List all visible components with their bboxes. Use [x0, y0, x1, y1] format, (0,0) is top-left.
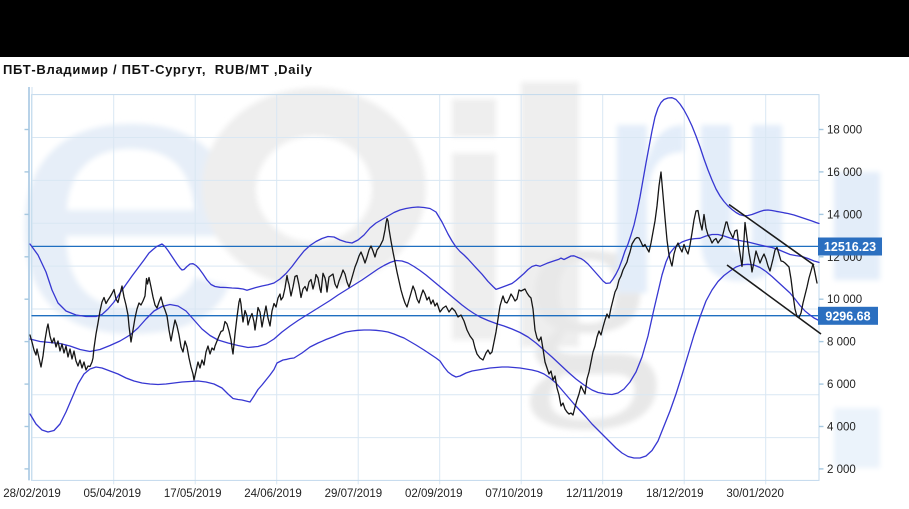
svg-text:17/05/2019: 17/05/2019 [164, 488, 222, 500]
svg-text:28/02/2019: 28/02/2019 [3, 488, 61, 500]
svg-text:9296.68: 9296.68 [825, 309, 870, 323]
svg-text:10 000: 10 000 [827, 294, 862, 306]
svg-text:29/07/2019: 29/07/2019 [325, 488, 383, 500]
svg-text:18/12/2019: 18/12/2019 [646, 488, 704, 500]
svg-text:07/10/2019: 07/10/2019 [485, 488, 543, 500]
svg-text:18 000: 18 000 [827, 125, 862, 137]
svg-text:6 000: 6 000 [827, 379, 856, 391]
svg-text:2 000: 2 000 [827, 464, 856, 476]
svg-text:12516.23: 12516.23 [824, 240, 876, 254]
svg-text:4 000: 4 000 [827, 422, 856, 434]
svg-text:30/01/2020: 30/01/2020 [726, 488, 784, 500]
svg-text:05/04/2019: 05/04/2019 [84, 488, 142, 500]
svg-text:8 000: 8 000 [827, 337, 856, 349]
svg-text:02/09/2019: 02/09/2019 [405, 488, 463, 500]
svg-text:14 000: 14 000 [827, 209, 862, 221]
svg-text:16 000: 16 000 [827, 167, 862, 179]
svg-text:12/11/2019: 12/11/2019 [566, 488, 623, 500]
svg-text:24/06/2019: 24/06/2019 [244, 488, 302, 500]
